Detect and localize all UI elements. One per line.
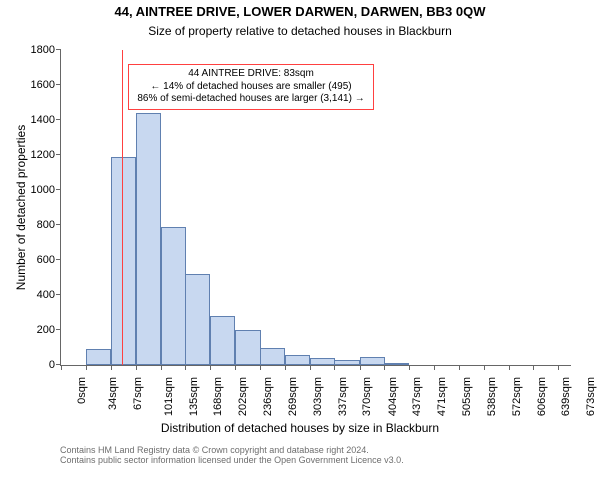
x-tick-mark [136,365,137,370]
y-tick-label: 0 [49,359,61,371]
x-tick-mark [533,365,534,370]
x-tick-label: 639sqm [560,377,572,416]
x-tick-mark [409,365,410,370]
x-tick-mark [185,365,186,370]
x-tick-label: 572sqm [511,377,523,416]
x-tick-mark [310,365,311,370]
histogram-bar [210,316,235,365]
y-tick-mark [56,189,61,190]
y-tick-mark [56,224,61,225]
x-tick-label: 606sqm [536,377,548,416]
histogram-bar [235,330,260,365]
annotation-line-2: ← 14% of detached houses are smaller (49… [137,81,364,94]
x-tick-mark [86,365,87,370]
y-tick-label: 600 [37,254,61,266]
annotation-box: 44 AINTREE DRIVE: 83sqm ← 14% of detache… [128,64,373,110]
x-tick-label: 437sqm [411,377,423,416]
x-tick-label: 202sqm [237,377,249,416]
histogram-bar [86,349,111,365]
x-tick-label: 538sqm [486,377,498,416]
y-tick-label: 1000 [31,184,61,196]
x-tick-mark [260,365,261,370]
y-tick-mark [56,119,61,120]
x-tick-mark [161,365,162,370]
y-tick-label: 1600 [31,79,61,91]
x-tick-label: 337sqm [337,377,349,416]
footer: Contains HM Land Registry data © Crown c… [60,445,404,465]
x-tick-label: 673sqm [586,377,598,416]
x-tick-mark [459,365,460,370]
x-tick-label: 505sqm [461,377,473,416]
annotation-line-1: 44 AINTREE DRIVE: 83sqm [137,68,364,81]
y-tick-label: 800 [37,219,61,231]
x-tick-label: 67sqm [132,377,144,410]
y-tick-mark [56,84,61,85]
x-tick-mark [111,365,112,370]
x-tick-label: 269sqm [287,377,299,416]
y-tick-label: 1400 [31,114,61,126]
x-tick-mark [334,365,335,370]
x-tick-mark [61,365,62,370]
y-tick-mark [56,49,61,50]
x-tick-label: 168sqm [212,377,224,416]
histogram-bar [136,113,161,365]
histogram-bar [334,360,359,365]
x-tick-mark [484,365,485,370]
x-tick-label: 135sqm [188,377,200,416]
x-tick-label: 370sqm [362,377,374,416]
x-tick-mark [558,365,559,370]
y-tick-label: 1200 [31,149,61,161]
y-tick-mark [56,294,61,295]
histogram-bar [185,274,210,365]
histogram-bar [260,348,285,365]
histogram-bar [310,358,335,365]
x-tick-mark [210,365,211,370]
x-tick-label: 303sqm [312,377,324,416]
x-tick-mark [434,365,435,370]
chart-title: 44, AINTREE DRIVE, LOWER DARWEN, DARWEN,… [0,4,600,19]
property-marker-line [122,50,123,365]
x-tick-mark [509,365,510,370]
footer-line-2: Contains public sector information licen… [60,455,404,465]
x-tick-mark [285,365,286,370]
x-tick-label: 101sqm [163,377,175,416]
x-tick-label: 236sqm [263,377,275,416]
x-tick-mark [235,365,236,370]
x-axis-label: Distribution of detached houses by size … [0,421,600,435]
histogram-bar [161,227,186,365]
annotation-line-3: 86% of semi-detached houses are larger (… [137,93,364,106]
histogram-bar [285,355,310,365]
footer-line-1: Contains HM Land Registry data © Crown c… [60,445,404,455]
x-tick-label: 0sqm [76,377,88,404]
chart-subtitle: Size of property relative to detached ho… [0,24,600,38]
histogram-bar [360,357,385,365]
y-tick-mark [56,259,61,260]
y-tick-label: 1800 [31,44,61,56]
y-tick-label: 200 [37,324,61,336]
histogram-bar [384,363,409,365]
x-tick-label: 34sqm [107,377,119,410]
x-tick-label: 404sqm [387,377,399,416]
y-tick-label: 400 [37,289,61,301]
x-tick-mark [360,365,361,370]
y-tick-mark [56,154,61,155]
x-tick-mark [384,365,385,370]
y-axis-label: Number of detached properties [14,50,28,365]
y-tick-mark [56,329,61,330]
x-tick-label: 471sqm [436,377,448,416]
plot-area: 0200400600800100012001400160018000sqm34s… [60,50,571,366]
